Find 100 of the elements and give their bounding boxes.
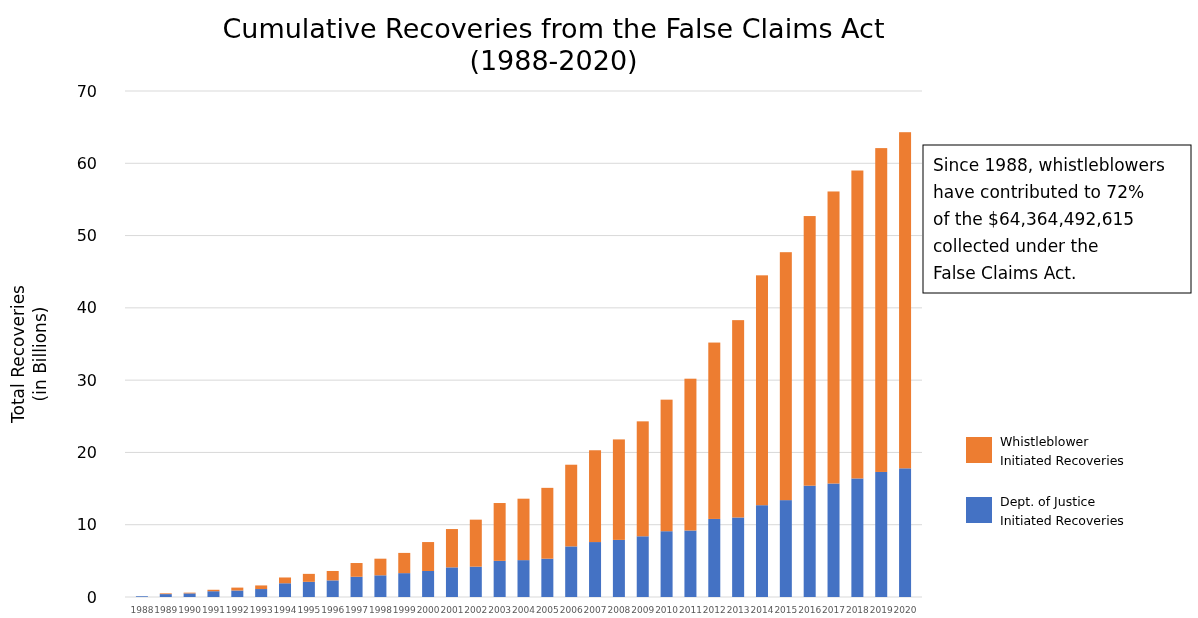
x-tick-label: 1998 <box>368 605 393 615</box>
bar <box>755 275 768 506</box>
bar <box>445 529 458 568</box>
bar <box>493 560 506 597</box>
x-tick-label: 2019 <box>869 605 893 615</box>
y-tick-label: 50 <box>76 226 97 246</box>
bar <box>779 252 792 501</box>
bar <box>255 585 268 590</box>
bar <box>732 517 745 597</box>
bar <box>541 558 554 597</box>
legend-label: Dept. of Justice Initiated Recoveries <box>1000 494 1124 528</box>
bar <box>374 558 387 576</box>
bar <box>684 530 697 597</box>
bar <box>326 580 339 597</box>
bar <box>398 552 411 574</box>
bar <box>684 378 697 531</box>
bar <box>732 320 745 518</box>
x-tick-label: 1996 <box>321 605 345 615</box>
x-tick-label: 2005 <box>535 605 559 615</box>
bar <box>708 518 721 597</box>
x-tick-label: 2015 <box>774 605 798 615</box>
x-tick-label: 2008 <box>607 605 631 615</box>
x-tick-label: 2016 <box>798 605 822 615</box>
y-tick-label: 10 <box>76 515 97 535</box>
bar <box>636 421 649 537</box>
bar <box>255 589 268 597</box>
bar <box>899 132 912 469</box>
bar <box>350 563 363 577</box>
x-tick-label: 2014 <box>750 605 774 615</box>
y-tick-label: 70 <box>76 81 97 101</box>
chart-title: Cumulative Recoveries from the False Claims Act (1988-2020) <box>222 13 885 76</box>
y-tick-label: 0 <box>86 587 97 607</box>
x-tick-label: 2011 <box>678 605 702 615</box>
x-tick-label: 1994 <box>273 605 297 615</box>
x-tick-label: 1997 <box>345 605 369 615</box>
bar <box>398 573 411 597</box>
x-tick-label: 2018 <box>845 605 870 615</box>
x-tick-label: 2002 <box>464 605 488 615</box>
x-tick-label: 2009 <box>631 605 655 615</box>
x-tick-label: 2001 <box>440 605 464 615</box>
bar <box>803 216 816 486</box>
legend-label: Whistleblower Initiated Recoveries <box>1000 434 1124 468</box>
x-tick-label: 1999 <box>392 605 416 615</box>
bar <box>755 505 768 597</box>
bar <box>422 542 435 571</box>
bar <box>636 536 649 597</box>
bar <box>612 539 625 597</box>
bar <box>565 464 578 547</box>
x-tick-label: 2020 <box>893 605 917 615</box>
bar <box>851 478 864 597</box>
x-tick-label: 2017 <box>822 605 845 615</box>
bar <box>445 567 458 597</box>
bar <box>708 342 721 519</box>
bar <box>565 546 578 597</box>
y-tick-label: 20 <box>76 443 97 463</box>
y-tick-label: 40 <box>76 298 97 318</box>
x-tick-label: 2006 <box>559 605 583 615</box>
x-tick-label: 1990 <box>178 605 202 615</box>
y-tick-label: 60 <box>76 153 97 173</box>
x-tick-label: 1995 <box>297 605 321 615</box>
bar <box>231 590 244 597</box>
text: Since 1988, whistleblowers have contributed to 72% of the $64,364,492,615 collected under the False Claims Act. <box>933 155 1165 283</box>
bar <box>612 439 625 540</box>
bar <box>875 471 888 597</box>
x-tick-label: 2013 <box>726 605 750 615</box>
bar <box>279 583 292 597</box>
x-tick-label: 1991 <box>202 605 225 615</box>
x-tick-label: 1993 <box>249 605 273 615</box>
bar <box>374 575 387 597</box>
bar <box>779 500 792 597</box>
y-axis-title: Total Recoveries (in Billions) <box>8 284 50 424</box>
bar <box>875 148 888 472</box>
bar <box>422 570 435 597</box>
bar <box>517 560 530 597</box>
bar <box>803 485 816 597</box>
x-tick-label: 2012 <box>702 605 726 615</box>
x-tick-label: 2000 <box>416 605 440 615</box>
bar <box>827 191 840 484</box>
bar <box>541 487 554 559</box>
bar <box>517 498 530 561</box>
bar <box>493 503 506 561</box>
bar <box>350 576 363 597</box>
bar <box>279 577 292 584</box>
bar <box>589 450 602 543</box>
bar <box>589 542 602 597</box>
x-tick-label: 2010 <box>655 605 679 615</box>
bar <box>302 573 315 582</box>
x-tick-label: 1988 <box>130 605 154 615</box>
bar <box>469 519 482 567</box>
bar <box>899 468 912 597</box>
bar <box>469 566 482 597</box>
bar <box>851 170 864 479</box>
x-tick-label: 2003 <box>488 605 512 615</box>
x-tick-label: 1989 <box>154 605 178 615</box>
bar <box>660 399 673 532</box>
bar <box>207 591 220 597</box>
x-tick-label: 2007 <box>583 605 607 615</box>
x-tick-label: 1992 <box>225 605 249 615</box>
y-tick-label: 30 <box>76 370 97 390</box>
bar <box>326 570 339 581</box>
